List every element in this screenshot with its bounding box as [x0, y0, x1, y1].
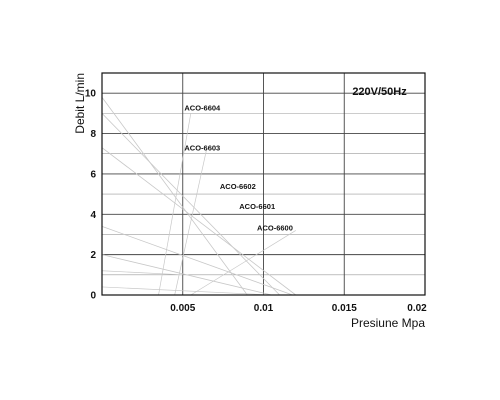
y-tick-label: 10 [85, 89, 97, 100]
y-tick-label: 8 [90, 129, 96, 140]
curve-line [101, 254, 272, 296]
tick-labels: 0 2 4 6 8 10 0.005 0.01 0.015 0.02 [85, 89, 427, 314]
load-line [158, 113, 192, 296]
x-tick-label: 0.02 [407, 303, 427, 314]
y-axis-title: Debit L/min [73, 73, 87, 134]
curves [101, 96, 297, 296]
load-line [101, 286, 272, 296]
voltage-annotation: 220V/50Hz [352, 86, 407, 98]
y-tick-label: 4 [90, 210, 96, 221]
load-line [190, 230, 296, 296]
x-tick-label: 0.01 [254, 303, 274, 314]
x-tick-label: 0.015 [332, 303, 357, 314]
curve-line [101, 96, 248, 296]
y-tick-label: 2 [90, 250, 96, 261]
series-label: ACO-6602 [220, 182, 256, 191]
curve-line [101, 226, 293, 296]
plot-border [101, 72, 426, 296]
curve-line [101, 147, 297, 296]
x-axis-title: Presiune Mpa [351, 316, 425, 330]
load-line [174, 147, 208, 296]
x-tick-label: 0.005 [170, 303, 195, 314]
series-labels: ACO-6604 ACO-6603 ACO-6602 ACO-6601 ACO-6600 [184, 103, 293, 232]
load-line [101, 270, 183, 276]
curve-line [101, 113, 280, 296]
series-label: ACO-6601 [239, 202, 275, 211]
y-tick-label: 0 [90, 291, 96, 302]
series-label: ACO-6604 [184, 103, 221, 112]
grid-lines [102, 73, 425, 295]
plot-frame [101, 72, 426, 296]
series-label: ACO-6603 [184, 144, 220, 153]
y-tick-label: 6 [90, 169, 96, 180]
series-label: ACO-6600 [257, 223, 293, 232]
